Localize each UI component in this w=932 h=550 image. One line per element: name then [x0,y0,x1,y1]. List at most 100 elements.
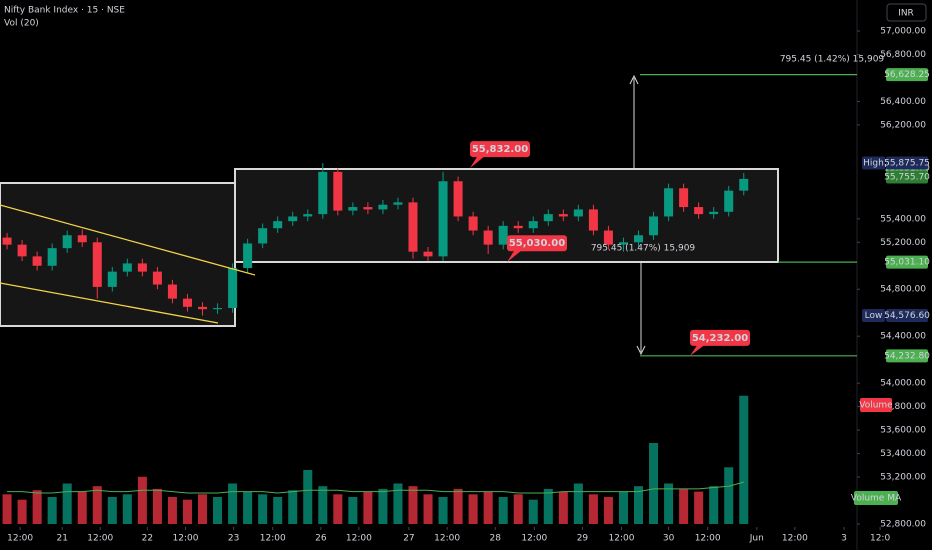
candle-body [243,243,253,269]
callout-pointer [470,155,486,169]
volume-bar [363,491,373,524]
x-tick-label: 3 [841,534,847,544]
y-tick-label: 56,400.00 [880,97,926,107]
volume-bar [137,476,147,524]
price-tag [886,170,928,184]
x-tick-label: 23 [228,534,239,544]
x-tick-label: 12:00 [609,534,635,544]
candle-body [378,204,388,210]
candle-body [618,242,628,245]
x-tick-label: 21 [57,534,68,544]
volume-bar [603,497,613,524]
trend-line [0,282,219,324]
volume-bar [258,494,268,524]
volume-bar [333,494,343,524]
price-tag-label: 55,875.75 [884,158,930,168]
x-tick-label: 12:00 [521,534,547,544]
candle-body [318,171,328,215]
y-tick-label: 55,200.00 [880,238,926,248]
currency-button[interactable] [886,3,927,22]
candle-body [739,178,749,191]
candle-body [664,188,674,217]
chart-title: Nifty Bank Index · 15 · NSE [4,6,125,16]
x-tick-label: 12:00 [695,534,721,544]
volume-bar [348,497,358,524]
x-tick-label: 12:0 [870,534,890,544]
y-tick-label: 56,800.00 [880,50,926,60]
candle-body [122,263,132,272]
arrow-head [636,345,646,356]
candle-body [724,190,734,212]
x-tick-label: 28 [490,534,502,544]
volume-bar [528,499,538,524]
candle-body [17,244,27,257]
trend-line [0,204,256,276]
price-tag-label: 55,755.70 [884,173,930,183]
candle-body [152,271,162,285]
x-tick-label: 12:00 [346,534,372,544]
y-tick-label: 54,800.00 [880,285,926,295]
marks [2,162,749,524]
volume-bar [107,497,117,524]
candle-body [303,214,313,217]
candle-body [408,202,418,252]
price-tag [886,156,928,170]
y-tick-label: 54,000.00 [880,379,926,389]
y-tick-label: 52,800.00 [880,520,926,530]
candle-body [2,237,12,245]
volume-bar [152,488,162,524]
volume-bar [77,491,87,524]
volume-bar [739,395,749,524]
x-tick-label: 12:00 [87,534,113,544]
candle-body [558,214,568,217]
candle-body [107,271,117,287]
x-tick-label: 12:00 [173,534,199,544]
volume-bar [17,499,27,524]
candle-body [694,207,704,215]
legend-label: Volume MA [851,494,902,504]
y-tick-label: 56,200.00 [880,120,926,130]
volume-bar [498,497,508,524]
candle-body [167,284,177,299]
arrow-head [629,74,639,85]
y-tick-label: 53,400.00 [880,449,926,459]
candle-body [649,216,659,236]
volume-bar [664,483,674,524]
volume-bar [167,497,177,524]
volume-bar [122,494,132,524]
x-tick-label: 29 [577,534,589,544]
volume-bar [694,491,704,524]
candle-body [77,235,87,243]
candle-body [573,209,583,217]
volume-bar [423,494,433,524]
volume-bar [679,488,689,524]
volume-ma-line [7,481,744,494]
volume-bar [243,491,253,524]
volume-bar [408,486,418,524]
range-box [0,182,236,327]
volume-bar [182,499,192,524]
callout-box [690,329,750,346]
volume-bar [558,491,568,524]
volume-bar [468,494,478,524]
candle-body [679,188,689,208]
candle-body [498,225,508,245]
x-tick-label: 12:00 [7,534,33,544]
callout-label: 55,832.00 [472,144,528,155]
currency[interactable]: INR [898,9,914,19]
legend-tag [860,398,892,412]
volume-bar [92,486,102,524]
callout-box [507,235,567,252]
volume-bar [633,486,644,524]
callout-pointer [507,249,523,263]
volume-bar [198,494,208,524]
candle-body [423,251,433,257]
volume-bar [724,467,734,524]
extreme-name-tag [862,308,885,322]
candle-body [92,242,102,287]
x-tick-label: 12:00 [260,534,286,544]
volume-bar [32,490,42,524]
callout-box [470,141,530,158]
legend-tag [854,491,898,505]
